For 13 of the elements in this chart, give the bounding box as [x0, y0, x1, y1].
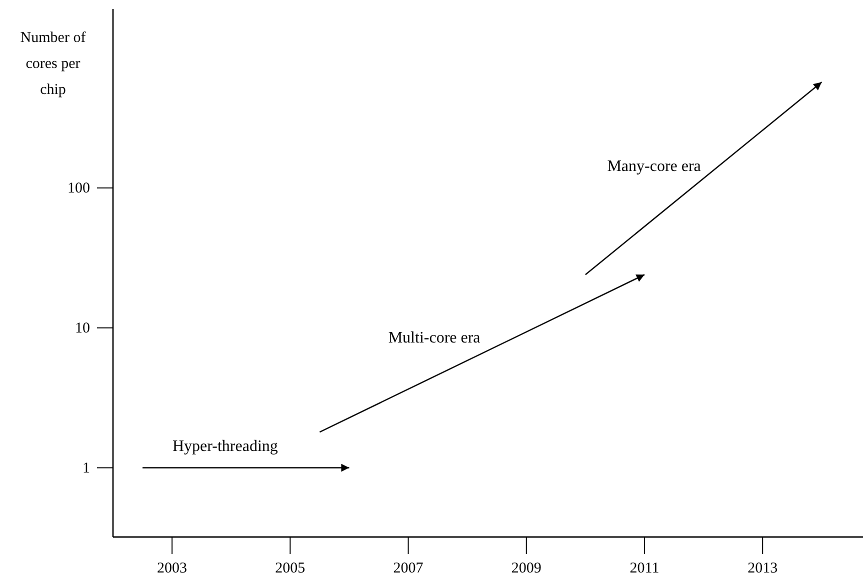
- x-tick-label: 2007: [393, 560, 424, 577]
- annotation: Many-core era: [607, 158, 701, 175]
- y-tick-label: 100: [68, 180, 90, 197]
- y-axis-title: Number of cores per chip: [20, 30, 86, 98]
- x-tick-label: 2003: [157, 560, 188, 577]
- x-tick-label: 2005: [275, 560, 306, 577]
- y-tick-label: 10: [75, 320, 90, 337]
- x-tick-label: 2011: [630, 560, 660, 577]
- x-tick-label: 2009: [511, 560, 542, 577]
- annotation: Hyper-threading: [172, 438, 278, 455]
- x-tick-label: 2013: [748, 560, 778, 577]
- annotation: Multi-core era: [388, 330, 480, 347]
- y-tick-label: 1: [82, 460, 90, 477]
